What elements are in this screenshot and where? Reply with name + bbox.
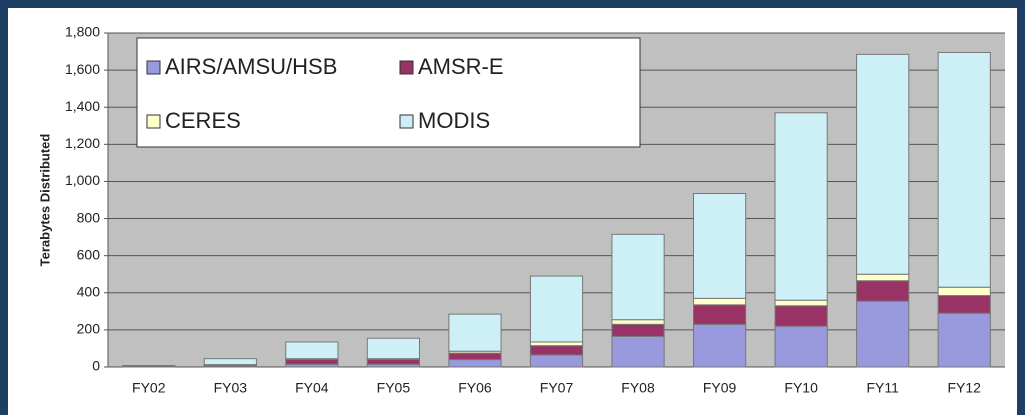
bar-segment <box>366 359 421 365</box>
bar-segment <box>937 51 991 288</box>
x-tick-label: FY02 <box>132 380 166 396</box>
x-tick-label: FY11 <box>866 380 899 396</box>
bar-segment <box>529 275 584 343</box>
x-tick-label: FY07 <box>540 380 574 396</box>
bar-segment <box>937 295 991 314</box>
x-tick-label: FY12 <box>947 380 981 396</box>
bar-segment <box>774 112 828 301</box>
y-tick-label: 1,200 <box>65 135 100 151</box>
bar-segment <box>366 337 421 360</box>
bar-segment <box>448 352 502 361</box>
bar-segment <box>529 341 584 347</box>
legend-label: MODIS <box>418 108 490 133</box>
y-tick-label: 800 <box>77 209 101 225</box>
x-tick-label: FY10 <box>784 380 818 396</box>
bar-segment <box>856 53 910 275</box>
legend-swatch <box>146 60 161 75</box>
x-tick-label: FY09 <box>703 380 737 396</box>
bar-segment <box>692 297 747 306</box>
legend-swatch <box>146 114 161 129</box>
legend-label: AIRS/AMSU/HSB <box>165 54 337 79</box>
bar-segment <box>856 300 910 368</box>
y-tick-label: 1,600 <box>65 61 100 77</box>
bar-segment <box>529 345 584 356</box>
legend-swatch <box>399 60 414 75</box>
bar-segment <box>774 305 828 327</box>
legend-label: CERES <box>165 108 241 133</box>
bar-segment <box>692 323 747 368</box>
bar-segment <box>203 358 257 366</box>
y-tick-label: 1,800 <box>65 24 100 40</box>
bar-segment <box>774 299 828 307</box>
bar-segment <box>856 273 910 282</box>
legend-box <box>136 37 641 148</box>
legend-swatch <box>399 114 414 129</box>
bar-segment <box>529 354 584 368</box>
bar-segment <box>448 313 502 352</box>
bar-segment <box>937 312 991 368</box>
x-tick-label: FY08 <box>621 380 655 396</box>
bar-segment <box>611 335 665 368</box>
y-tick-label: 200 <box>77 321 101 337</box>
y-tick-label: 600 <box>77 246 101 262</box>
bar-segment <box>692 193 747 299</box>
bar-segment <box>692 304 747 325</box>
bar-segment <box>611 319 665 325</box>
bar-segment <box>611 323 665 337</box>
x-tick-label: FY05 <box>377 380 411 396</box>
bar-segment <box>774 325 828 368</box>
y-tick-label: 400 <box>77 283 101 299</box>
bar-segment <box>937 286 991 297</box>
bar-segment <box>448 359 502 368</box>
y-tick-label: 0 <box>92 358 100 374</box>
y-axis-label: Terabytes Distributed <box>37 134 52 267</box>
x-tick-label: FY04 <box>295 380 329 396</box>
bar-segment <box>285 341 339 360</box>
legend-label: AMSR-E <box>418 54 504 79</box>
y-tick-label: 1,000 <box>65 172 100 188</box>
x-tick-label: FY03 <box>214 380 248 396</box>
x-tick-label: FY06 <box>458 380 492 396</box>
bar-segment <box>611 233 665 321</box>
bar-segment <box>285 359 339 365</box>
y-tick-label: 1,400 <box>65 98 100 114</box>
bar-segment <box>856 280 910 302</box>
